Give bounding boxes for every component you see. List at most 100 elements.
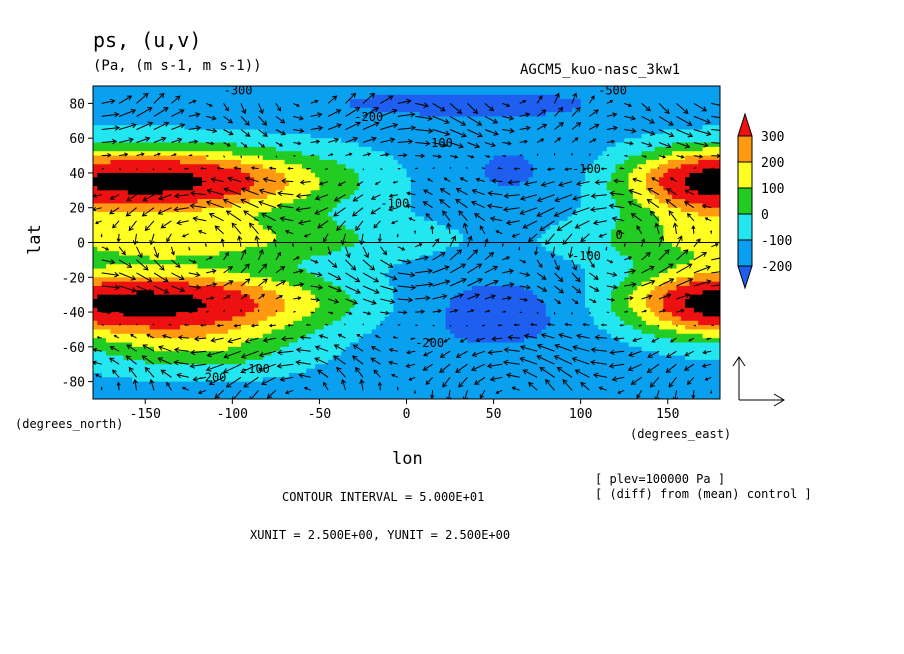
field-cell bbox=[271, 216, 277, 222]
field-cell bbox=[341, 151, 347, 157]
field-cell bbox=[184, 164, 190, 170]
field-cell bbox=[249, 225, 255, 231]
field-cell bbox=[280, 290, 286, 296]
field-cell bbox=[184, 116, 190, 122]
field-cell bbox=[288, 216, 294, 222]
field-cell bbox=[110, 90, 116, 96]
field-cell bbox=[254, 90, 260, 96]
field-cell bbox=[236, 312, 242, 318]
field-cell bbox=[201, 151, 207, 157]
field-cell bbox=[310, 259, 316, 265]
field-cell bbox=[297, 116, 303, 122]
field-cell bbox=[132, 90, 138, 96]
field-cell bbox=[280, 333, 286, 339]
field-cell bbox=[132, 190, 138, 196]
field-cell bbox=[158, 368, 164, 374]
field-cell bbox=[341, 290, 347, 296]
field-cell bbox=[345, 229, 351, 235]
field-cell bbox=[193, 390, 199, 396]
field-cell bbox=[362, 372, 368, 378]
field-cell bbox=[275, 138, 281, 144]
field-cell bbox=[302, 359, 307, 365]
field-cell bbox=[149, 181, 155, 187]
field-cell bbox=[288, 312, 294, 318]
field-cell bbox=[158, 364, 164, 370]
field-cell bbox=[258, 133, 264, 139]
field-cell bbox=[293, 277, 299, 283]
field-cell bbox=[184, 277, 190, 283]
field-cell bbox=[123, 368, 129, 374]
field-cell bbox=[153, 181, 159, 187]
field-cell bbox=[236, 155, 242, 161]
field-cell bbox=[140, 372, 146, 378]
field-cell bbox=[110, 381, 116, 387]
field-cell bbox=[319, 281, 325, 287]
field-cell bbox=[223, 316, 229, 322]
field-cell bbox=[188, 164, 194, 170]
chart-title: ps, (u,v) bbox=[93, 28, 202, 52]
field-cell bbox=[319, 116, 325, 122]
field-cell bbox=[93, 199, 98, 204]
field-cell bbox=[219, 364, 225, 370]
field-cell bbox=[114, 203, 120, 209]
field-cell bbox=[201, 212, 207, 218]
field-cell bbox=[206, 99, 212, 104]
field-cell bbox=[167, 346, 172, 352]
field-cell bbox=[127, 120, 133, 126]
field-cell bbox=[284, 381, 290, 387]
field-cell bbox=[214, 259, 220, 265]
field-cell bbox=[384, 316, 390, 322]
field-cell bbox=[349, 246, 355, 252]
field-cell bbox=[384, 142, 390, 148]
field-cell bbox=[127, 359, 133, 365]
field-cell bbox=[258, 177, 264, 183]
field-cell bbox=[149, 312, 155, 318]
field-cell bbox=[236, 199, 242, 204]
field-cell bbox=[206, 355, 212, 361]
field-cell bbox=[310, 255, 316, 261]
field-cell bbox=[127, 146, 133, 152]
field-cell bbox=[328, 125, 334, 131]
field-cell bbox=[223, 212, 229, 218]
field-cell bbox=[123, 159, 129, 165]
field-cell bbox=[380, 94, 386, 100]
field-cell bbox=[341, 107, 347, 113]
field-cell bbox=[328, 372, 334, 378]
field-cell bbox=[293, 151, 299, 157]
field-cell bbox=[106, 146, 112, 152]
field-cell bbox=[227, 259, 233, 265]
field-cell bbox=[175, 168, 181, 174]
field-cell bbox=[245, 303, 251, 309]
field-cell bbox=[254, 181, 260, 187]
field-cell bbox=[145, 294, 151, 300]
field-cell bbox=[280, 285, 286, 291]
field-cell bbox=[358, 216, 364, 222]
field-cell bbox=[136, 390, 142, 396]
field-cell bbox=[162, 212, 168, 218]
field-cell bbox=[284, 112, 290, 118]
field-cell bbox=[362, 246, 368, 252]
field-cell bbox=[371, 394, 377, 399]
field-cell bbox=[384, 116, 390, 122]
field-cell bbox=[136, 168, 142, 174]
field-cell bbox=[188, 394, 194, 399]
field-cell bbox=[336, 307, 342, 313]
field-cell bbox=[101, 299, 107, 304]
field-cell bbox=[201, 285, 207, 291]
field-cell bbox=[258, 246, 264, 252]
field-cell bbox=[254, 212, 260, 218]
field-cell bbox=[132, 342, 138, 348]
field-cell bbox=[262, 320, 268, 326]
field-cell bbox=[354, 99, 360, 104]
field-cell bbox=[271, 94, 277, 100]
field-cell bbox=[106, 185, 112, 191]
field-cell bbox=[310, 216, 316, 222]
field-cell bbox=[101, 133, 107, 139]
field-cell bbox=[193, 351, 199, 357]
field-cell bbox=[171, 303, 177, 309]
field-cell bbox=[219, 120, 225, 126]
field-cell bbox=[153, 199, 159, 204]
field-cell bbox=[201, 242, 207, 248]
field-cell bbox=[336, 377, 342, 383]
field-cell bbox=[315, 377, 321, 383]
